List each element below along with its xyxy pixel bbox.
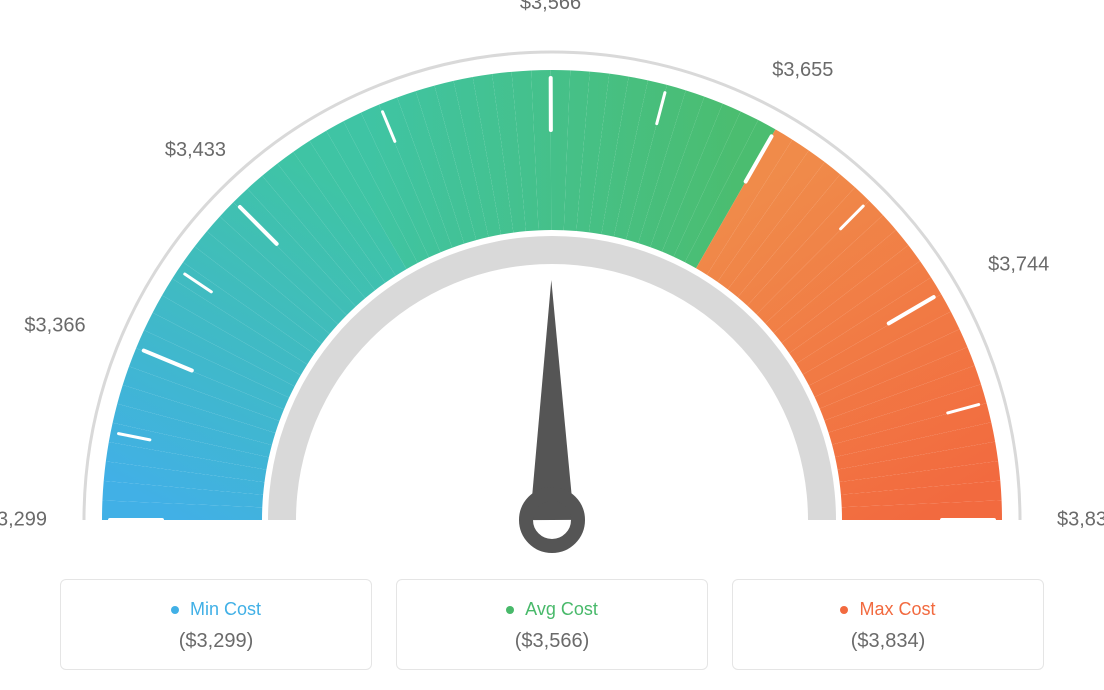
max-cost-label: Max Cost — [743, 598, 1033, 620]
cost-cards: Min Cost ($3,299) Avg Cost ($3,566) Max … — [0, 579, 1104, 670]
gauge-tick-label: $3,834 — [1057, 509, 1104, 532]
gauge-tick-label: $3,566 — [520, 0, 581, 15]
gauge-tick-label: $3,744 — [988, 254, 1049, 277]
gauge-tick-label: $3,299 — [0, 509, 47, 532]
max-dot-icon — [840, 606, 848, 614]
max-cost-value: ($3,834) — [743, 630, 1033, 653]
gauge-tick-label: $3,655 — [772, 59, 833, 82]
cost-gauge: $3,299 $3,366 $3,433 $3,566 $3,655 $3,744 $3,8… — [0, 0, 1104, 560]
avg-cost-value: ($3,566) — [407, 630, 697, 653]
min-dot-icon — [171, 606, 179, 614]
min-cost-card: Min Cost ($3,299) — [60, 579, 372, 670]
avg-dot-icon — [506, 606, 514, 614]
avg-cost-label-text: Avg Cost — [525, 599, 598, 619]
gauge-tick-label: $3,366 — [24, 315, 85, 338]
min-cost-label-text: Min Cost — [190, 599, 261, 619]
max-cost-label-text: Max Cost — [859, 599, 935, 619]
gauge-tick-label: $3,433 — [165, 139, 226, 162]
min-cost-value: ($3,299) — [71, 630, 361, 653]
avg-cost-card: Avg Cost ($3,566) — [396, 579, 708, 670]
max-cost-card: Max Cost ($3,834) — [732, 579, 1044, 670]
min-cost-label: Min Cost — [71, 598, 361, 620]
gauge-svg — [0, 0, 1104, 560]
avg-cost-label: Avg Cost — [407, 598, 697, 620]
